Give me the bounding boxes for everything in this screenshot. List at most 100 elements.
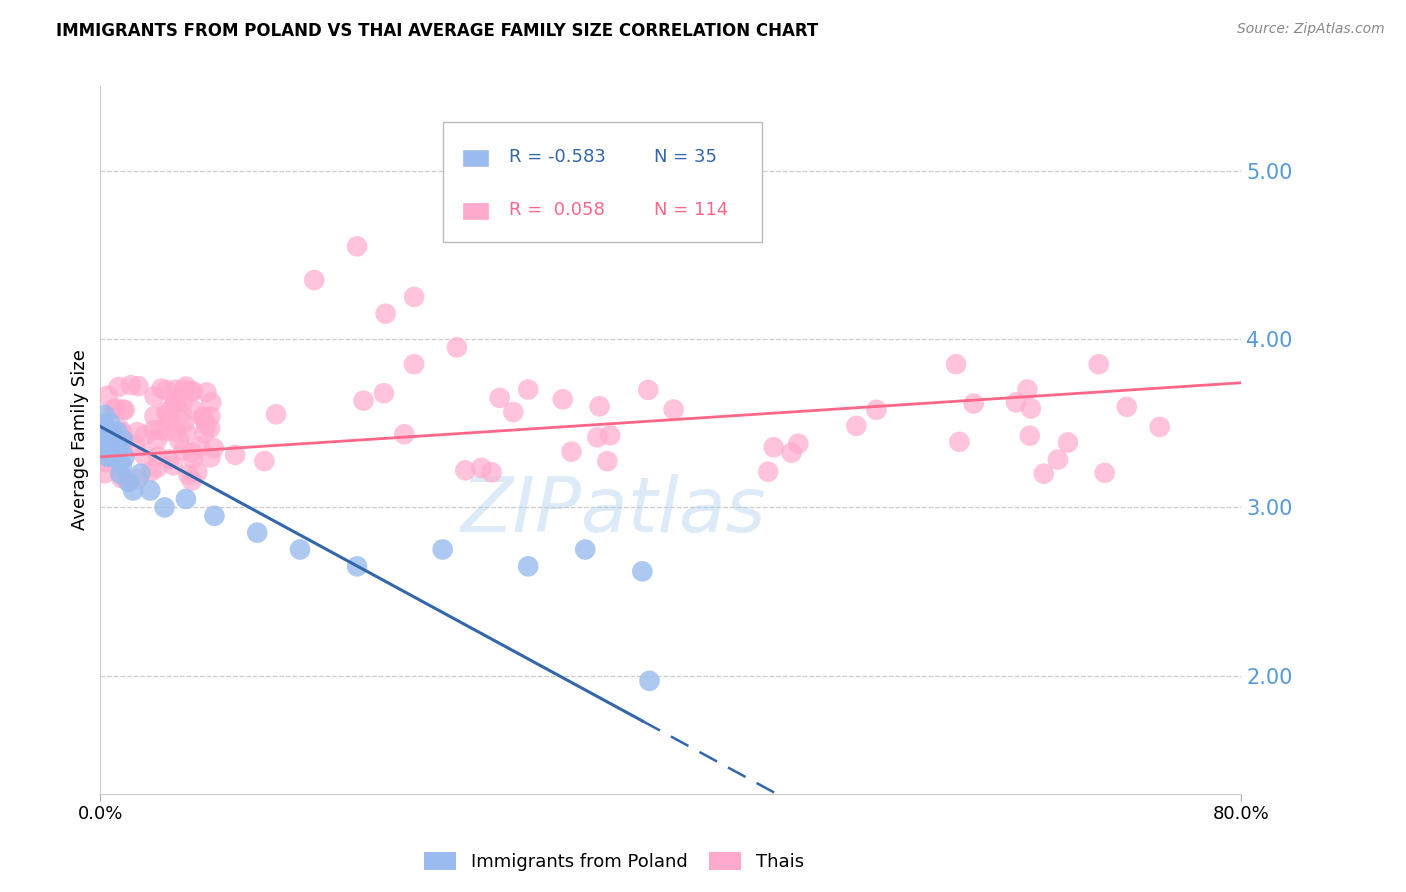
Point (115, 473, 138, 487)
Point (404, 357, 426, 371)
Point (200, 395, 222, 409)
Point (112, 433, 135, 447)
Point (96, 450, 118, 464)
Point (481, 465, 503, 479)
Point (599, 428, 621, 442)
Point (173, 383, 195, 397)
Point (404, 290, 426, 304)
Text: IMMIGRANTS FROM POLAND VS THAI AVERAGE FAMILY SIZE CORRELATION CHART: IMMIGRANTS FROM POLAND VS THAI AVERAGE F… (56, 22, 818, 40)
Point (91, 416, 114, 430)
Point (105, 433, 128, 447)
Point (124, 438, 146, 452)
Point (188, 439, 211, 453)
Point (1019, 401, 1042, 416)
Point (346, 559, 368, 574)
Point (202, 441, 225, 455)
Point (1017, 383, 1039, 397)
Point (181, 445, 204, 459)
Point (114, 450, 136, 464)
Point (596, 454, 619, 468)
Point (204, 508, 226, 523)
Point (111, 458, 134, 473)
Point (517, 559, 540, 574)
Point (374, 307, 396, 321)
Point (111, 402, 134, 417)
Point (288, 542, 311, 557)
Point (104, 401, 127, 416)
Point (93, 467, 115, 481)
Point (780, 445, 803, 459)
Point (551, 392, 574, 407)
Point (139, 483, 162, 498)
Point (118, 475, 141, 489)
Point (304, 273, 326, 287)
Point (165, 395, 187, 409)
Point (174, 425, 197, 439)
Point (502, 405, 524, 419)
Point (127, 425, 149, 439)
Point (134, 449, 156, 463)
Point (200, 450, 222, 465)
Point (373, 386, 395, 401)
Point (470, 460, 492, 475)
Point (191, 409, 214, 424)
Point (200, 409, 222, 424)
Point (150, 423, 173, 437)
Point (162, 458, 184, 473)
Point (167, 392, 190, 406)
Point (1115, 400, 1137, 414)
Point (146, 450, 169, 464)
Point (174, 379, 197, 393)
Point (963, 396, 986, 410)
Point (756, 465, 779, 479)
Point (96, 425, 118, 439)
Point (638, 673, 661, 688)
Point (353, 393, 375, 408)
Point (141, 464, 163, 478)
Point (98, 450, 121, 464)
Point (111, 440, 134, 454)
Point (948, 434, 970, 449)
Point (186, 465, 208, 479)
Point (127, 379, 149, 393)
Point (155, 424, 177, 438)
Point (107, 425, 129, 439)
Text: N = 35: N = 35 (654, 148, 717, 166)
Point (94, 455, 117, 469)
Point (93, 442, 115, 456)
Point (97, 442, 120, 456)
Point (142, 423, 165, 437)
Bar (463, 203, 488, 219)
Point (446, 340, 468, 354)
Point (104, 442, 127, 456)
Point (129, 467, 152, 481)
Point (163, 397, 186, 411)
Point (111, 425, 134, 440)
Point (91, 450, 114, 464)
Point (127, 472, 149, 486)
Text: N = 114: N = 114 (654, 201, 728, 219)
Point (167, 434, 190, 448)
Point (588, 400, 610, 414)
Point (1005, 395, 1028, 409)
Point (114, 403, 136, 417)
Point (637, 383, 659, 397)
Point (93, 408, 115, 422)
Bar (443, 121, 762, 242)
Point (195, 417, 218, 432)
Point (945, 357, 967, 371)
Point (1149, 420, 1171, 434)
Point (134, 428, 156, 442)
Point (1046, 452, 1069, 467)
Point (193, 411, 215, 425)
Point (97, 388, 120, 402)
Point (103, 402, 125, 417)
Point (110, 471, 132, 485)
Point (146, 460, 169, 475)
Point (180, 474, 202, 488)
Y-axis label: Average Family Size: Average Family Size (72, 350, 89, 531)
Point (662, 402, 685, 417)
Point (488, 391, 510, 405)
Point (173, 417, 195, 431)
Point (157, 405, 180, 419)
